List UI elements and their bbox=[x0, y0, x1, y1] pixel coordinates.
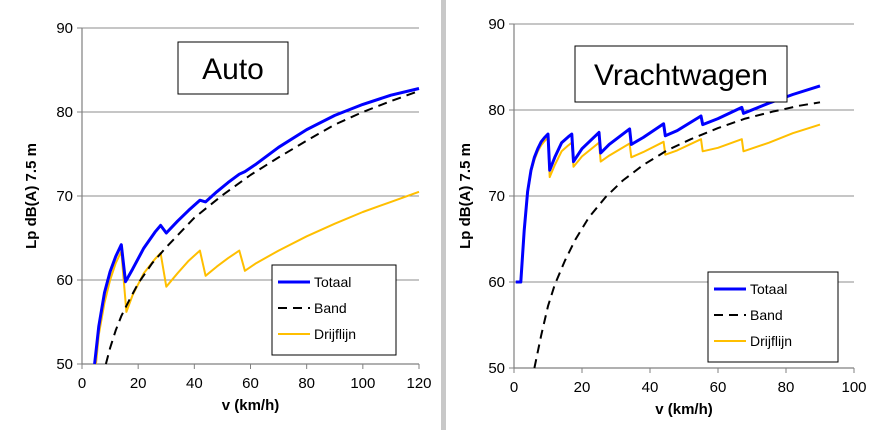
auto-ytick-label-4: 90 bbox=[56, 20, 73, 37]
chart-vrachtwagen: 50 60 70 80 90 0 20 40 60 80 100 v (km/h) Lp dB(A) 7… bbox=[457, 16, 867, 418]
vracht-legend-label-totaal: Totaal bbox=[750, 281, 787, 297]
vracht-legend-label-drijflijn: Drijflijn bbox=[750, 333, 792, 349]
auto-xtick-label-0: 0 bbox=[78, 375, 86, 392]
vracht-series-line-drijflijn bbox=[515, 123, 821, 283]
auto-ytick-label-2: 70 bbox=[56, 188, 73, 205]
auto-xtick-label-4: 80 bbox=[298, 375, 315, 392]
auto-series-line-totaal bbox=[93, 87, 420, 365]
auto-legend: Totaal Band Drijflijn bbox=[271, 264, 397, 356]
auto-xtick-label-1: 20 bbox=[130, 375, 147, 392]
vracht-series-line-totaal bbox=[515, 84, 821, 284]
panel-divider bbox=[441, 0, 446, 430]
auto-legend-box bbox=[271, 264, 397, 356]
vracht-chart-title: Vrachtwagen bbox=[594, 59, 768, 92]
vracht-legend: Totaal Band Drijflijn bbox=[707, 271, 839, 363]
vracht-xtick-label-5: 100 bbox=[841, 379, 866, 396]
vracht-y-axis-title: Lp dB(A) 7.5 m bbox=[457, 143, 474, 249]
vracht-xtick-label-3: 60 bbox=[710, 379, 727, 396]
vracht-ytick-label-1: 60 bbox=[488, 274, 505, 291]
auto-legend-label-totaal: Totaal bbox=[314, 274, 351, 290]
auto-x-axis-title: v (km/h) bbox=[222, 397, 280, 414]
auto-ytick-label-1: 60 bbox=[56, 272, 73, 289]
vracht-ytick-label-2: 70 bbox=[488, 188, 505, 205]
vracht-ytick-label-3: 80 bbox=[488, 102, 505, 119]
auto-xtick-label-5: 100 bbox=[350, 375, 375, 392]
auto-ytick-label-0: 50 bbox=[56, 356, 73, 373]
auto-xtick-label-6: 120 bbox=[406, 375, 431, 392]
vracht-title-box bbox=[574, 45, 788, 103]
vracht-legend-label-band: Band bbox=[750, 307, 783, 323]
auto-legend-label-drijflijn: Drijflijn bbox=[314, 326, 356, 342]
vracht-xtick-label-4: 80 bbox=[778, 379, 795, 396]
vracht-xtick-label-2: 40 bbox=[642, 379, 659, 396]
auto-chart-title: Auto bbox=[202, 53, 264, 86]
vracht-xtick-label-1: 20 bbox=[574, 379, 591, 396]
auto-title-box bbox=[177, 41, 289, 95]
vracht-x-axis-title: v (km/h) bbox=[655, 401, 713, 418]
auto-series-line-band bbox=[104, 90, 420, 365]
vracht-ytick-label-4: 90 bbox=[488, 16, 505, 33]
auto-y-axis-title: Lp dB(A) 7.5 m bbox=[23, 143, 40, 249]
vracht-series-line-band bbox=[533, 101, 821, 369]
auto-ytick-label-3: 80 bbox=[56, 104, 73, 121]
vracht-xtick-label-0: 0 bbox=[510, 379, 518, 396]
chart-auto: 50 60 70 80 90 0 20 40 60 80 100 120 v (km/h) Lp dB(A… bbox=[23, 20, 432, 414]
auto-xtick-label-3: 60 bbox=[242, 375, 259, 392]
vracht-legend-box bbox=[707, 271, 839, 363]
auto-legend-label-band: Band bbox=[314, 300, 347, 316]
auto-series-line-drijflijn bbox=[95, 190, 420, 365]
vracht-ytick-label-0: 50 bbox=[488, 360, 505, 377]
auto-xtick-label-2: 40 bbox=[186, 375, 203, 392]
